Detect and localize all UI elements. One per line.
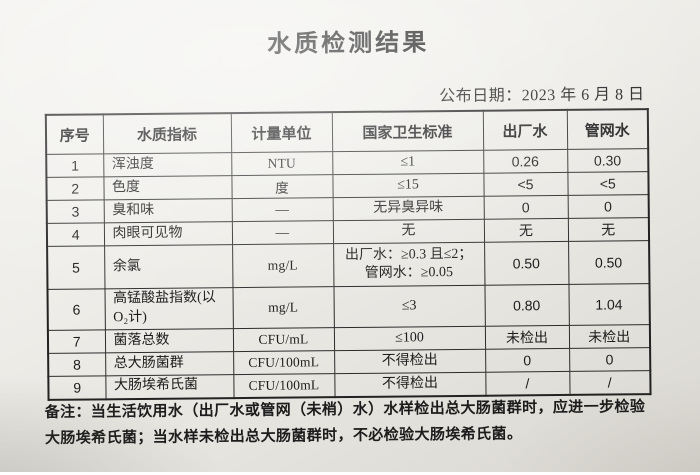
- cell-standard: 不得检出: [334, 349, 486, 374]
- cell-indicator: 臭和味: [103, 198, 232, 223]
- cell-network-water: <5: [567, 171, 649, 196]
- cell-indicator: 高锰酸盐指数(以O₂计): [104, 287, 233, 330]
- cell-serial: 9: [48, 375, 106, 400]
- cell-network-water: 0.30: [567, 148, 649, 173]
- cell-standard: ≤100: [333, 326, 486, 351]
- cell-serial: 5: [47, 245, 105, 290]
- cell-factory-water: 0: [483, 195, 568, 220]
- cell-network-water: 1.04: [568, 283, 650, 326]
- cell-serial: 8: [48, 352, 106, 377]
- column-header-factory-water: 出厂水: [482, 109, 568, 151]
- cell-indicator: 色度: [103, 175, 232, 200]
- cell-unit: CFU/100mL: [233, 373, 335, 398]
- cell-factory-water: 0.80: [484, 284, 569, 327]
- cell-unit: —: [231, 197, 333, 222]
- cell-factory-water: 0.50: [484, 241, 569, 286]
- cell-network-water: 0.50: [568, 240, 650, 285]
- column-header-serial: 序号: [45, 114, 104, 155]
- cell-unit: 度: [231, 174, 333, 199]
- cell-indicator: 浑浊度: [103, 152, 232, 177]
- cell-standard: 出厂水：≥0.3 且≤2； 管网水：≥0.05: [333, 242, 485, 287]
- publish-date: 公布日期：2023 年 6 月 8 日: [439, 86, 645, 106]
- cell-standard: 无: [332, 219, 485, 244]
- cell-network-water: 0: [569, 347, 651, 372]
- cell-factory-water: /: [485, 371, 570, 396]
- cell-indicator: 余氯: [104, 244, 233, 289]
- cell-network-water: 无: [567, 217, 650, 242]
- cell-factory-water: 0: [485, 348, 570, 373]
- cell-indicator: 菌落总数: [104, 328, 234, 353]
- cell-serial: 1: [46, 153, 104, 178]
- cell-serial: 3: [46, 199, 104, 224]
- cell-standard: ≤3: [333, 285, 485, 328]
- remark-note: 备注：当生活饮用水（出厂水或管网（未梢）水）水样检出总大肠菌群时，应进一步检验大…: [44, 399, 646, 447]
- cell-serial: 2: [46, 176, 104, 201]
- cell-unit: CFU/100mL: [233, 350, 335, 375]
- column-header-indicator: 水质指标: [102, 113, 232, 154]
- cell-serial: 6: [47, 288, 105, 331]
- table-header-row: 序号 水质指标 计量单位 国家卫生标准 出厂水 管网水: [45, 109, 649, 155]
- table-row: 5 余氯 mg/L 出厂水：≥0.3 且≤2； 管网水：≥0.05 0.50 0…: [47, 240, 650, 290]
- cell-indicator: 总大肠菌群: [105, 351, 234, 376]
- cell-standard: 不得检出: [334, 372, 486, 397]
- cell-indicator: 肉眼可见物: [103, 221, 233, 246]
- column-header-standard: 国家卫生标准: [331, 110, 484, 152]
- cell-indicator: 大肠埃希氏菌: [105, 374, 234, 399]
- cell-network-water: 0: [567, 194, 649, 219]
- cell-factory-water: <5: [483, 172, 568, 197]
- cell-factory-water: 0.26: [483, 149, 568, 174]
- cell-network-water: 未检出: [568, 324, 651, 349]
- water-quality-table: 序号 水质指标 计量单位 国家卫生标准 出厂水 管网水 1 浑浊度 NTU ≤1…: [44, 108, 652, 401]
- column-header-unit: 计量单位: [230, 112, 333, 153]
- cell-unit: CFU/mL: [232, 327, 335, 352]
- cell-unit: —: [231, 220, 334, 245]
- cell-serial: 7: [47, 329, 106, 354]
- cell-factory-water: 无: [483, 218, 569, 243]
- cell-network-water: /: [569, 370, 651, 395]
- cell-standard: ≤1: [332, 150, 484, 175]
- table-row: 6 高锰酸盐指数(以O₂计) mg/L ≤3 0.80 1.04: [47, 283, 650, 331]
- cell-unit: mg/L: [232, 286, 334, 329]
- cell-serial: 4: [46, 222, 105, 247]
- cell-unit: NTU: [231, 151, 333, 176]
- cell-standard: 无异臭异味: [332, 196, 484, 221]
- cell-standard: ≤15: [332, 173, 484, 198]
- page-title: 水质检测结果: [267, 30, 430, 58]
- column-header-network-water: 管网水: [566, 109, 649, 150]
- cell-factory-water: 未检出: [484, 325, 570, 350]
- cell-unit: mg/L: [232, 243, 334, 288]
